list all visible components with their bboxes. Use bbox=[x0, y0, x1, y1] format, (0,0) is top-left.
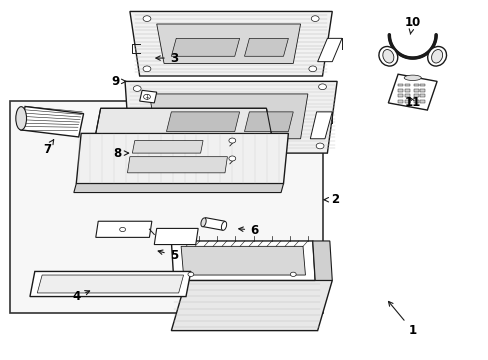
Polygon shape bbox=[96, 108, 271, 134]
Circle shape bbox=[308, 66, 316, 72]
Polygon shape bbox=[312, 241, 331, 280]
Text: 2: 2 bbox=[324, 193, 338, 206]
Bar bbox=[419, 89, 424, 92]
Polygon shape bbox=[310, 112, 331, 139]
Polygon shape bbox=[149, 94, 307, 139]
Text: 3: 3 bbox=[156, 51, 178, 64]
Text: 6: 6 bbox=[238, 224, 258, 237]
Polygon shape bbox=[127, 157, 227, 173]
Polygon shape bbox=[30, 271, 190, 297]
Ellipse shape bbox=[221, 221, 226, 230]
Circle shape bbox=[143, 66, 151, 72]
Circle shape bbox=[187, 272, 193, 276]
Polygon shape bbox=[140, 90, 157, 103]
Text: 9: 9 bbox=[111, 75, 125, 88]
Polygon shape bbox=[244, 39, 288, 56]
Text: 1: 1 bbox=[387, 301, 416, 337]
Bar bbox=[405, 84, 409, 86]
Bar bbox=[413, 89, 418, 92]
Polygon shape bbox=[181, 246, 305, 275]
Circle shape bbox=[290, 272, 296, 276]
Circle shape bbox=[316, 143, 324, 149]
Bar bbox=[405, 89, 409, 92]
Bar bbox=[413, 84, 418, 86]
Ellipse shape bbox=[431, 50, 442, 63]
Text: 10: 10 bbox=[404, 16, 420, 34]
Bar bbox=[419, 100, 424, 103]
Circle shape bbox=[133, 86, 141, 91]
Polygon shape bbox=[157, 24, 300, 63]
Text: 7: 7 bbox=[43, 140, 54, 156]
Polygon shape bbox=[244, 112, 293, 132]
Circle shape bbox=[143, 94, 150, 99]
Polygon shape bbox=[171, 39, 239, 56]
Bar bbox=[405, 94, 409, 97]
Polygon shape bbox=[203, 218, 224, 230]
Polygon shape bbox=[166, 112, 239, 132]
Polygon shape bbox=[76, 134, 288, 184]
Polygon shape bbox=[317, 39, 341, 62]
Polygon shape bbox=[171, 241, 315, 280]
Bar bbox=[397, 100, 402, 103]
FancyBboxPatch shape bbox=[10, 101, 322, 313]
Polygon shape bbox=[96, 221, 152, 237]
Text: 5: 5 bbox=[158, 249, 178, 262]
Circle shape bbox=[136, 143, 143, 149]
Circle shape bbox=[228, 138, 235, 143]
Bar bbox=[413, 94, 418, 97]
Polygon shape bbox=[387, 74, 436, 110]
Bar bbox=[397, 84, 402, 86]
Polygon shape bbox=[74, 184, 283, 193]
Circle shape bbox=[120, 227, 125, 231]
Polygon shape bbox=[20, 107, 83, 137]
Circle shape bbox=[228, 156, 235, 161]
Ellipse shape bbox=[201, 218, 206, 227]
Ellipse shape bbox=[16, 107, 26, 130]
Polygon shape bbox=[125, 81, 336, 153]
Polygon shape bbox=[132, 140, 203, 153]
Ellipse shape bbox=[382, 50, 393, 63]
Bar bbox=[397, 89, 402, 92]
Ellipse shape bbox=[378, 46, 397, 66]
Circle shape bbox=[143, 16, 151, 22]
Text: 8: 8 bbox=[113, 147, 128, 159]
Bar bbox=[397, 94, 402, 97]
Ellipse shape bbox=[404, 75, 420, 81]
Bar bbox=[419, 84, 424, 86]
Polygon shape bbox=[154, 228, 198, 244]
Text: 4: 4 bbox=[72, 290, 89, 303]
Circle shape bbox=[318, 84, 326, 90]
Polygon shape bbox=[37, 275, 183, 293]
Polygon shape bbox=[130, 12, 331, 76]
Polygon shape bbox=[171, 280, 331, 330]
Bar bbox=[405, 100, 409, 103]
Ellipse shape bbox=[427, 46, 446, 66]
Circle shape bbox=[311, 16, 319, 22]
Bar bbox=[413, 100, 418, 103]
Bar bbox=[419, 94, 424, 97]
Text: 11: 11 bbox=[404, 96, 420, 109]
